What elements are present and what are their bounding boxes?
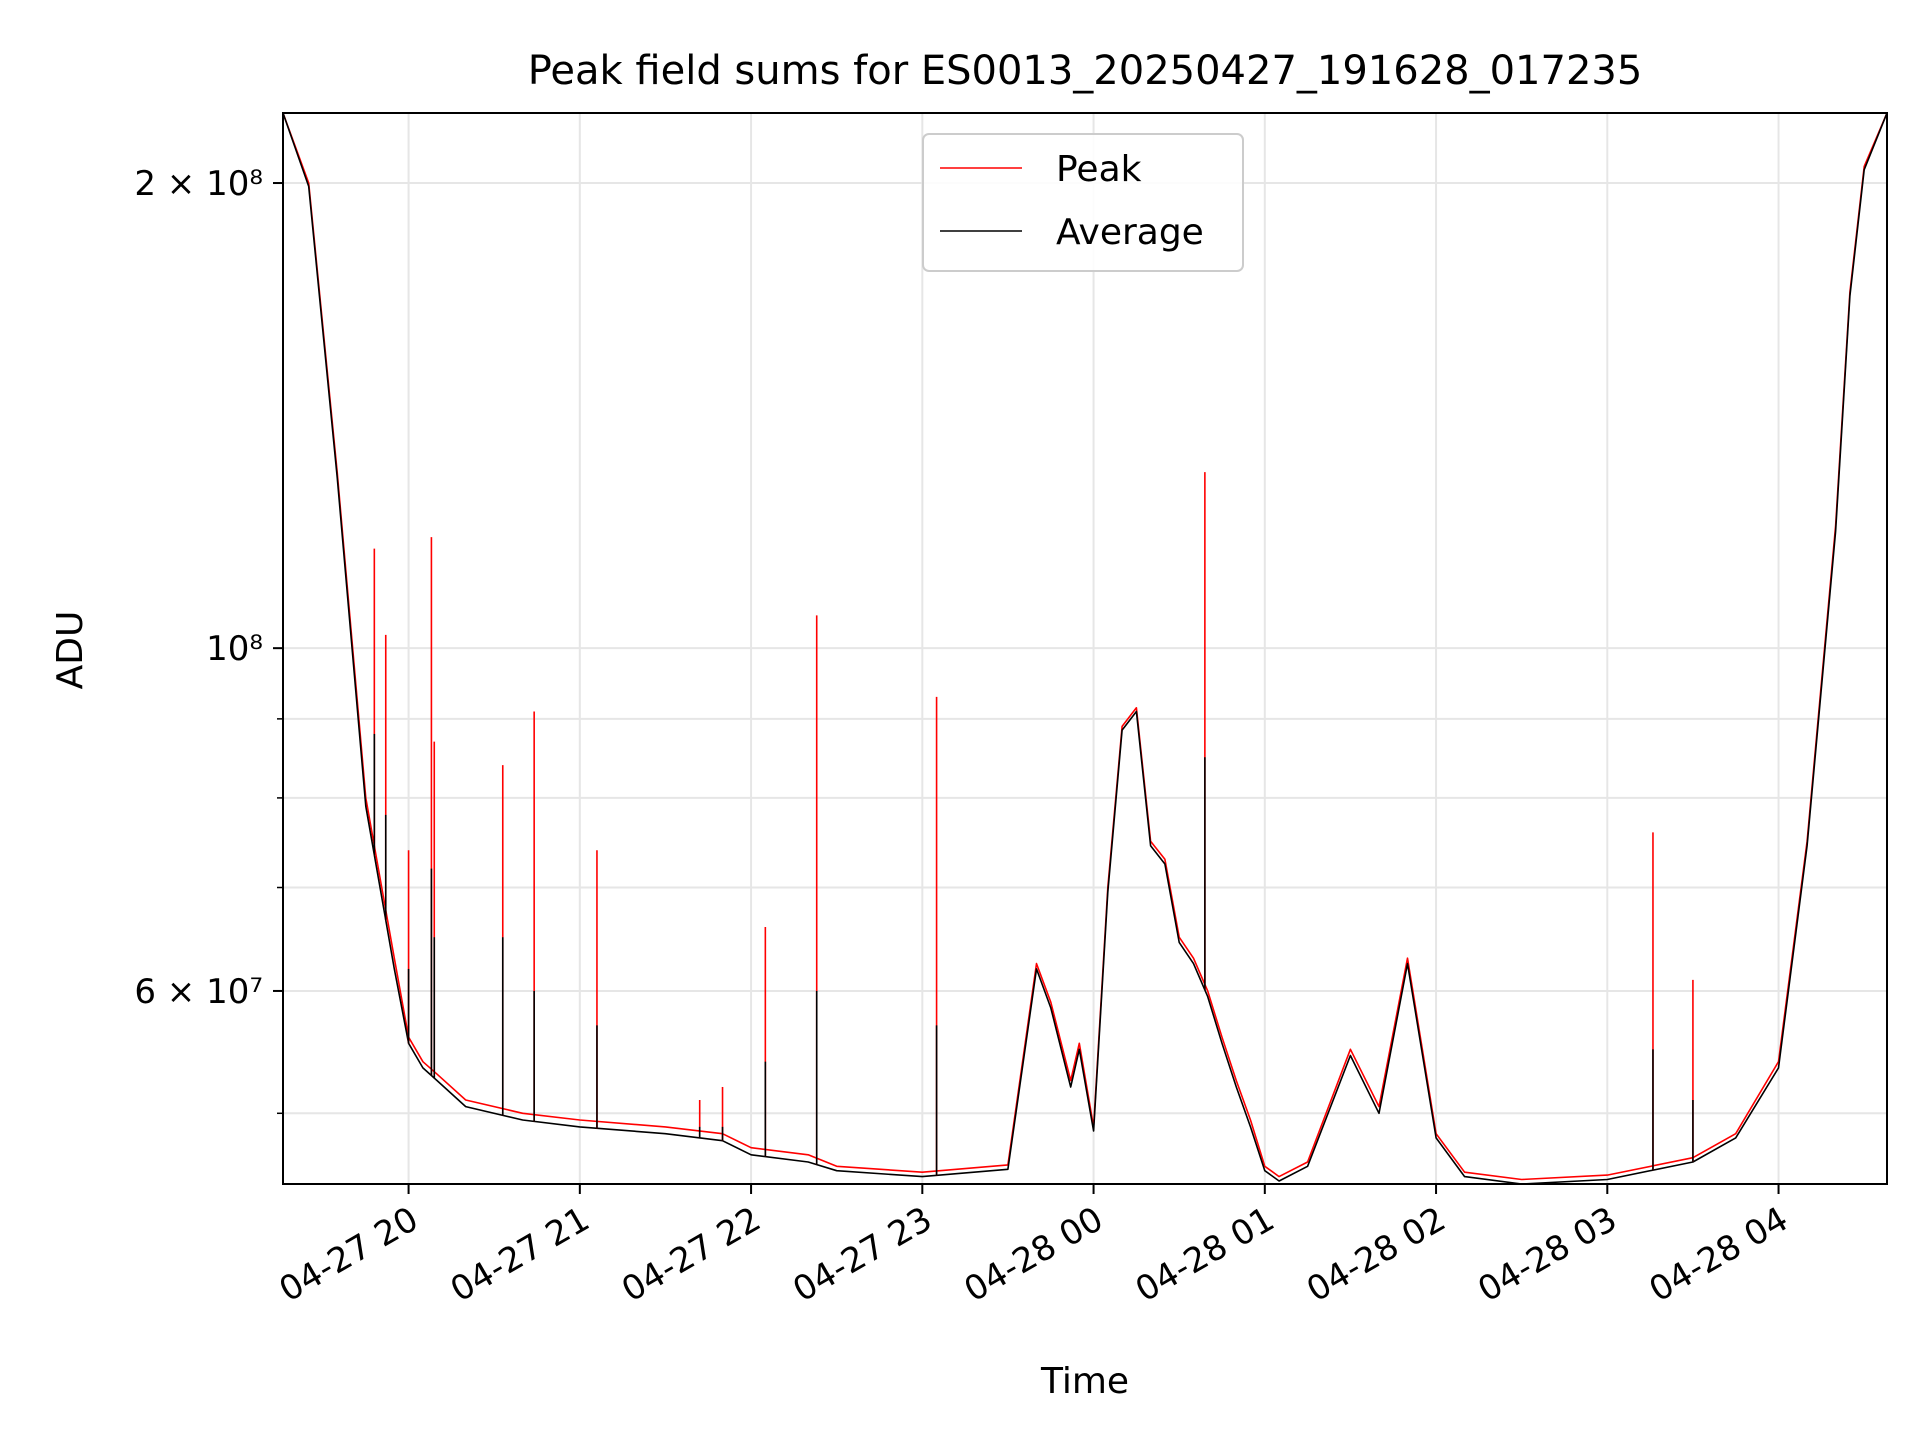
y-tick-label: 6 × 10⁷ bbox=[134, 972, 263, 1012]
legend: Peak Average bbox=[922, 133, 1244, 272]
series-line-average bbox=[283, 113, 1887, 1184]
y-axis-label: ADU bbox=[50, 611, 91, 690]
legend-peak-label: Peak bbox=[1056, 149, 1142, 190]
series-lines bbox=[283, 113, 1887, 1184]
legend-average-label: Average bbox=[1056, 212, 1204, 253]
y-tick-label: 2 × 10⁸ bbox=[134, 164, 263, 204]
plot-area bbox=[283, 113, 1887, 1184]
x-axis-label: Time bbox=[1040, 1361, 1129, 1402]
chart-title: Peak field sums for ES0013_20250427_1916… bbox=[528, 48, 1643, 94]
y-tick-label: 10⁸ bbox=[206, 629, 263, 669]
